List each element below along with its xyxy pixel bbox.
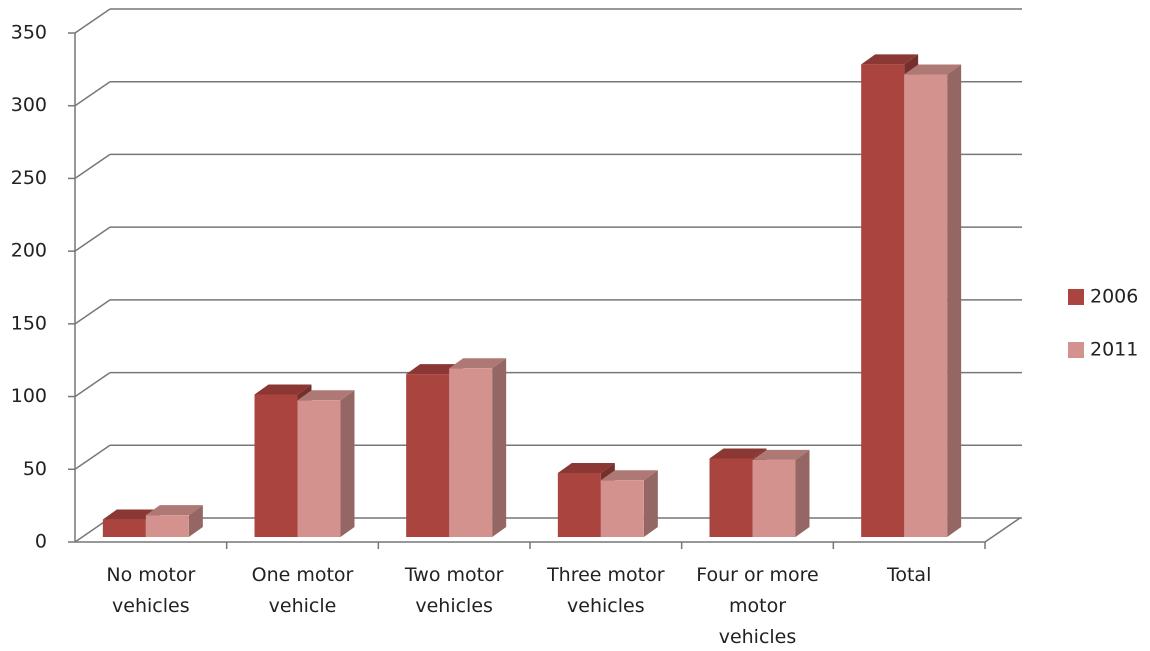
x-tick-label: One motor vehicle	[251, 564, 354, 617]
bar-top	[406, 364, 464, 375]
bar-side	[795, 449, 810, 537]
bar	[861, 64, 905, 537]
bar-side	[492, 358, 507, 537]
grid-line	[74, 444, 111, 470]
bar	[752, 459, 796, 537]
y-tick-label: 200	[11, 240, 47, 262]
bar	[145, 515, 189, 537]
grid-line	[74, 153, 111, 180]
x-tick-label: Total	[886, 564, 932, 586]
grid-line	[74, 226, 111, 252]
bar-top	[557, 463, 615, 474]
bar	[709, 458, 753, 537]
bar-side	[188, 505, 203, 537]
bar-top	[709, 448, 767, 459]
bar-top	[752, 449, 810, 460]
y-tick-label: 100	[11, 385, 47, 407]
bar	[102, 519, 146, 537]
y-tick-label: 50	[23, 458, 47, 480]
grid-line	[74, 371, 111, 398]
bar-top	[254, 384, 312, 395]
y-tick-label: 350	[11, 22, 47, 44]
grid-line	[74, 81, 111, 107]
bar-side	[947, 64, 962, 537]
bar	[406, 374, 450, 537]
y-tick-label: 300	[11, 94, 47, 116]
bar-top	[861, 54, 919, 65]
bar-top	[449, 358, 507, 369]
y-tick-label: 0	[35, 531, 47, 553]
legend-label: 2011	[1090, 339, 1138, 361]
x-tick-label: Two motor vehicles	[404, 564, 504, 617]
bar-side	[643, 470, 658, 537]
bar	[254, 394, 298, 537]
bar-top	[145, 505, 203, 516]
bar	[600, 480, 644, 537]
bar	[904, 74, 948, 537]
grid-line	[74, 299, 111, 325]
bar-top	[102, 509, 160, 520]
bar-top	[600, 470, 658, 481]
x-tick-label: Four or more motor vehicles	[696, 564, 819, 648]
legend-swatch	[1068, 342, 1084, 358]
x-tick-label: No motor vehicles	[106, 564, 196, 617]
legend-label: 2006	[1090, 286, 1138, 308]
legend-swatch	[1068, 289, 1084, 305]
x-tick-label: Three motor vehicles	[547, 564, 665, 617]
bar	[297, 400, 341, 537]
y-tick-label: 150	[11, 312, 47, 334]
bar-top	[904, 64, 962, 75]
y-tick-label: 250	[11, 167, 47, 189]
grid-line	[74, 8, 111, 34]
bar	[557, 473, 601, 537]
bar	[449, 368, 493, 537]
bar-top	[297, 390, 355, 401]
bar-side	[340, 390, 355, 537]
